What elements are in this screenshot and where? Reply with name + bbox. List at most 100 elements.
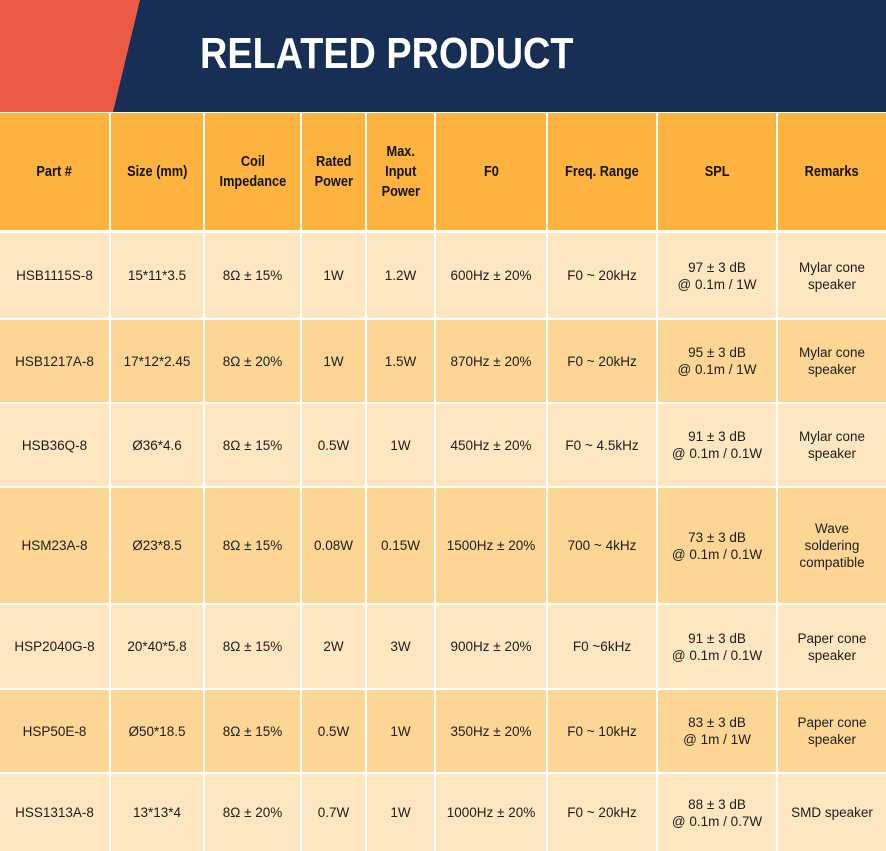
cell-value: 8Ω ± 20%: [222, 805, 283, 820]
table-cell-freq-range: F0 ~6kHz: [548, 605, 656, 688]
cell-value: 88 ± 3 dB @ 0.1m / 0.7W: [671, 796, 763, 829]
table-cell-f0: 1500Hz ± 20%: [436, 488, 546, 603]
table-cell-coil-impedance: 8Ω ± 15%: [205, 233, 300, 318]
table-cell-f0: 450Hz ± 20%: [436, 404, 546, 486]
cell-value: 870Hz ± 20%: [450, 353, 532, 369]
cell-value: F0 ~ 4.5kHz: [565, 437, 639, 453]
table-cell-size: 13*13*4: [111, 774, 203, 851]
column-header-f0: F0: [436, 113, 546, 230]
table-cell-max-input-power: 1W: [367, 774, 434, 851]
table-cell-freq-range: 700 ~ 4kHz: [548, 488, 656, 603]
table-cell-rated-power: 1W: [302, 233, 365, 318]
table-cell-remarks: Paper cone speaker: [778, 690, 886, 772]
cell-value: 0.08W: [313, 538, 354, 553]
table-cell-max-input-power: 1W: [367, 404, 434, 486]
table-cell-coil-impedance: 8Ω ± 20%: [205, 320, 300, 402]
table-cell-max-input-power: 3W: [367, 605, 434, 688]
cell-value: 600Hz ± 20%: [450, 268, 532, 283]
cell-value: Wave soldering compatible: [799, 521, 865, 570]
table-cell-coil-impedance: 8Ω ± 15%: [205, 488, 300, 603]
table-cell-rated-power: 0.5W: [302, 404, 365, 486]
cell-value: HSS1313A-8: [15, 805, 94, 820]
cell-value: 0.5W: [317, 723, 350, 739]
cell-value: 1W: [323, 268, 344, 283]
table-cell-freq-range: F0 ~ 20kHz: [548, 774, 656, 851]
table-cell-rated-power: 0.7W: [302, 774, 365, 851]
column-header-spl: SPL: [658, 113, 776, 230]
cell-value: 8Ω ± 15%: [222, 268, 283, 283]
cell-value: 0.15W: [380, 538, 421, 553]
cell-value: 73 ± 3 dB @ 0.1m / 0.1W: [671, 529, 763, 562]
column-header-remarks: Remarks: [778, 113, 886, 230]
table-cell-rated-power: 0.08W: [302, 488, 365, 603]
table-cell-max-input-power: 1.5W: [367, 320, 434, 402]
table-cell-freq-range: F0 ~ 4.5kHz: [548, 404, 656, 486]
page-title: RELATED PRODUCT: [200, 29, 574, 78]
cell-value: 1.2W: [384, 268, 417, 283]
table-cell-freq-range: F0 ~ 20kHz: [548, 320, 656, 402]
cell-value: 13*13*4: [132, 805, 182, 820]
cell-value: 0.5W: [317, 437, 350, 453]
column-header-rated-power: Rated Power: [302, 113, 365, 230]
cell-value: Paper cone speaker: [797, 630, 867, 663]
column-header-label: Rated Power: [314, 153, 353, 190]
table-cell-size: 15*11*3.5: [111, 233, 203, 318]
cell-value: Mylar cone speaker: [798, 259, 866, 292]
column-header-coil-impedance: Coil Impedance: [205, 113, 300, 230]
cell-value: HSP2040G-8: [14, 639, 95, 654]
column-header-size: Size (mm): [111, 113, 203, 230]
cell-value: 1500Hz ± 20%: [446, 538, 536, 553]
cell-value: 83 ± 3 dB @ 1m / 1W: [683, 715, 751, 747]
table-cell-max-input-power: 0.15W: [367, 488, 434, 603]
cell-value: 1.5W: [384, 353, 417, 369]
column-header-label: Coil Impedance: [219, 153, 286, 190]
table-cell-f0: 600Hz ± 20%: [436, 233, 546, 318]
cell-value: F0 ~ 20kHz: [567, 268, 637, 283]
cell-value: 3W: [390, 639, 411, 654]
cell-value: 8Ω ± 15%: [222, 723, 283, 739]
table-cell-max-input-power: 1W: [367, 690, 434, 772]
table-cell-spl: 97 ± 3 dB @ 0.1m / 1W: [658, 233, 776, 318]
column-header-freq-range: Freq. Range: [548, 113, 656, 230]
cell-value: 350Hz ± 20%: [450, 723, 532, 739]
table-cell-part-number: HSB1217A-8: [0, 320, 109, 402]
cell-value: 450Hz ± 20%: [450, 437, 532, 453]
cell-value: 8Ω ± 20%: [222, 353, 283, 369]
cell-value: 1W: [390, 805, 411, 820]
cell-value: 20*40*5.8: [127, 639, 187, 654]
cell-value: 1W: [323, 353, 344, 369]
cell-value: 2W: [323, 639, 344, 654]
table-cell-size: 20*40*5.8: [111, 605, 203, 688]
cell-value: 900Hz ± 20%: [450, 639, 532, 654]
table-cell-rated-power: 2W: [302, 605, 365, 688]
cell-value: HSP50E-8: [22, 723, 87, 739]
table-cell-remarks: Wave soldering compatible: [778, 488, 886, 603]
table-cell-f0: 900Hz ± 20%: [436, 605, 546, 688]
table-cell-part-number: HSM23A-8: [0, 488, 109, 603]
table-cell-remarks: SMD speaker: [778, 774, 886, 851]
table-cell-spl: 88 ± 3 dB @ 0.1m / 0.7W: [658, 774, 776, 851]
table-cell-size: 17*12*2.45: [111, 320, 203, 402]
cell-value: 8Ω ± 15%: [222, 538, 283, 553]
cell-value: HSB1217A-8: [15, 353, 94, 369]
column-header-label: F0: [483, 163, 499, 180]
cell-value: F0 ~ 20kHz: [567, 353, 637, 369]
cell-value: F0 ~ 10kHz: [567, 723, 637, 739]
cell-value: 95 ± 3 dB @ 0.1m / 1W: [677, 345, 757, 377]
table-cell-spl: 91 ± 3 dB @ 0.1m / 0.1W: [658, 605, 776, 688]
cell-value: 1000Hz ± 20%: [446, 805, 536, 820]
cell-value: Ø36*4.6: [132, 437, 182, 453]
table-cell-remarks: Paper cone speaker: [778, 605, 886, 688]
table-cell-coil-impedance: 8Ω ± 15%: [205, 605, 300, 688]
table-cell-part-number: HSS1313A-8: [0, 774, 109, 851]
table-cell-rated-power: 0.5W: [302, 690, 365, 772]
column-header-max-input-power: Max. Input Power: [367, 113, 434, 230]
cell-value: 91 ± 3 dB @ 0.1m / 0.1W: [671, 429, 763, 461]
table-cell-coil-impedance: 8Ω ± 15%: [205, 690, 300, 772]
table-cell-size: Ø36*4.6: [111, 404, 203, 486]
cell-value: 700 ~ 4kHz: [567, 538, 637, 553]
table-cell-spl: 83 ± 3 dB @ 1m / 1W: [658, 690, 776, 772]
table-cell-freq-range: F0 ~ 20kHz: [548, 233, 656, 318]
column-header-label: Freq. Range: [565, 163, 639, 180]
cell-value: Ø23*8.5: [132, 538, 182, 553]
